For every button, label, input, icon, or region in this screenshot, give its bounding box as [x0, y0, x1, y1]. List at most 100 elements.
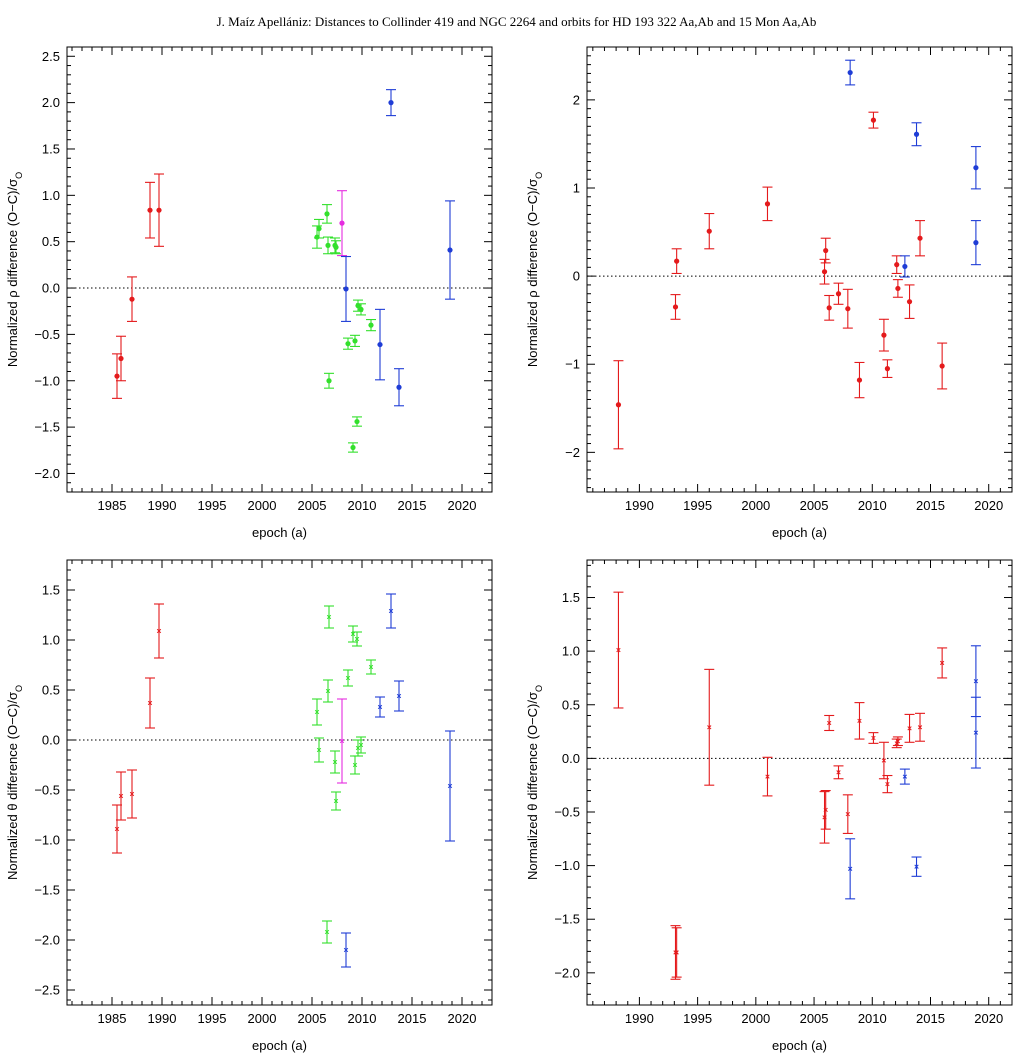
y-tick-label: −1.5	[34, 883, 60, 898]
point-marker	[871, 735, 876, 741]
y-tick-label: 1.5	[562, 590, 580, 605]
point-marker	[316, 747, 322, 753]
point-marker	[765, 774, 770, 779]
data-point-red	[842, 794, 853, 834]
point-marker	[914, 864, 919, 869]
data-point-green	[352, 631, 362, 647]
point-marker	[973, 679, 979, 684]
data-point-red	[613, 591, 624, 709]
data-point-red	[671, 248, 682, 275]
y-tick-label: 2	[573, 92, 580, 107]
point-marker	[616, 647, 621, 653]
data-point-red	[116, 771, 126, 821]
data-point-red	[819, 791, 830, 844]
y-tick-label: 0.5	[562, 697, 580, 712]
x-tick-label: 1990	[148, 1011, 177, 1026]
point-marker	[147, 207, 153, 213]
data-point-red	[904, 713, 915, 743]
data-point-red	[892, 736, 903, 747]
data-point-blue	[845, 59, 856, 86]
point-marker	[388, 608, 394, 614]
point-marker	[906, 299, 913, 305]
point-marker	[352, 338, 358, 344]
data-point-red	[145, 181, 155, 239]
point-marker	[156, 628, 162, 634]
y-tick-label: −0.5	[34, 327, 60, 342]
data-point-red	[116, 335, 126, 382]
point-marker	[368, 664, 374, 670]
data-point-blue	[394, 368, 404, 407]
x-axis-label: epoch (a)	[772, 525, 827, 540]
y-tick-label: 0.5	[42, 234, 60, 249]
x-tick-label: 2010	[858, 498, 887, 513]
point-marker	[973, 165, 979, 171]
x-tick-label: 1985	[98, 498, 127, 513]
data-point-magenta	[337, 190, 347, 257]
data-point-blue	[341, 932, 351, 968]
x-tick-label: 2000	[741, 1011, 770, 1026]
x-tick-label: 2010	[348, 1011, 377, 1026]
x-tick-label: 2020	[448, 498, 477, 513]
y-tick-label: −1.5	[34, 420, 60, 435]
point-marker	[396, 693, 402, 699]
data-point-green	[348, 442, 358, 453]
y-tick-label: 1.5	[42, 583, 60, 598]
data-point-red	[112, 353, 122, 399]
y-tick-label: 2.0	[42, 95, 60, 110]
y-tick-label: 1.5	[42, 141, 60, 156]
point-marker	[895, 739, 901, 744]
point-marker	[827, 720, 832, 726]
x-tick-label: 2015	[916, 498, 945, 513]
point-marker	[352, 762, 358, 768]
plot-frame	[66, 559, 493, 1006]
chart-panel-4: 1990 1995 2000 2005 2010 2015 2020 −2.0 −1.5 −1.0…	[525, 559, 1013, 1053]
point-marker	[847, 866, 853, 871]
data-point-green	[366, 659, 376, 675]
data-point-red	[868, 732, 879, 744]
point-marker	[332, 759, 338, 765]
data-point-blue	[911, 856, 922, 877]
point-marker	[350, 631, 356, 637]
point-marker	[118, 355, 124, 362]
y-tick-label: −2	[565, 445, 580, 460]
point-marker	[902, 774, 908, 779]
point-marker	[324, 929, 330, 935]
point-marker	[870, 117, 877, 123]
point-marker	[917, 235, 923, 241]
y-tick-label: 1.0	[42, 633, 60, 648]
page-header: J. Maíz Apellániz: Distances to Collinde…	[216, 14, 817, 29]
data-point-blue	[386, 593, 396, 629]
x-tick-label: 2000	[248, 1011, 277, 1026]
data-point-red	[819, 258, 830, 285]
point-marker	[885, 781, 890, 787]
data-point-red	[854, 702, 865, 740]
point-marker	[345, 341, 351, 347]
data-point-red	[937, 647, 948, 679]
data-point-red	[704, 668, 715, 786]
chart-panel-3: 1985 1990 1995 2000 2005 2010 2015 2020 −2.5 −2.0…	[5, 559, 493, 1053]
data-point-red	[112, 804, 122, 854]
point-marker	[316, 226, 322, 232]
x-tick-label: 1990	[625, 1011, 654, 1026]
data-point-red	[154, 603, 164, 659]
data-point-green	[324, 605, 334, 629]
point-marker	[845, 306, 851, 312]
point-marker	[764, 201, 771, 207]
data-point-green	[322, 920, 332, 944]
data-point-green	[343, 337, 353, 350]
data-point-red	[820, 237, 831, 264]
point-marker	[114, 373, 120, 379]
x-tick-label: 1995	[683, 1011, 712, 1026]
data-point-green	[366, 319, 376, 332]
data-point-red	[833, 282, 844, 305]
data-point-blue	[445, 200, 455, 300]
data-point-green	[331, 240, 341, 255]
point-marker	[314, 709, 320, 715]
data-point-green	[356, 303, 366, 316]
point-marker	[377, 341, 383, 348]
data-point-red	[833, 765, 844, 780]
x-tick-label: 1990	[625, 498, 654, 513]
data-point-green	[352, 416, 362, 427]
point-marker	[447, 247, 453, 253]
y-tick-label: 0.5	[42, 683, 60, 698]
